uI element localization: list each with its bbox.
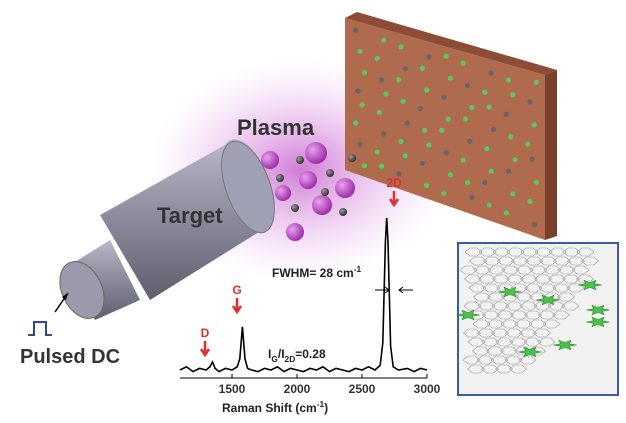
wall-dot [375, 149, 380, 154]
plasma-label: Plasma [237, 115, 315, 140]
wall-dot [405, 120, 410, 125]
wall-dot [441, 95, 446, 100]
text-part: /I [278, 347, 285, 361]
peak-label: 2D [386, 176, 402, 190]
wall-dot [362, 163, 367, 168]
text-part: -1 [354, 264, 362, 274]
text-part: Raman Shift (cm [222, 401, 317, 415]
wall-dot [465, 83, 470, 88]
wall-dot [448, 172, 453, 177]
wall-dot [532, 222, 537, 227]
wall-dot [529, 157, 534, 162]
target-label: Target [157, 203, 223, 228]
wall-dot [482, 180, 487, 185]
wall-dot [355, 88, 360, 93]
wall-dot [448, 76, 453, 81]
wall-dot [506, 77, 511, 82]
wall-dot [353, 120, 358, 125]
text-part: ) [324, 401, 328, 415]
text-part: FWHM= 28 cm [272, 266, 354, 280]
wall-dot [489, 71, 494, 76]
wall-dot [375, 56, 380, 61]
wall-dot [489, 169, 494, 174]
wall-dot [491, 127, 496, 132]
text-part: =0.28 [295, 347, 326, 361]
wall-dot [441, 191, 446, 196]
wall-dot [504, 112, 509, 117]
figure: Plasma Target Pulsed DC 1500 2000 2500 3000… [0, 0, 626, 423]
wall-dot [461, 61, 466, 66]
wall-dot [504, 210, 509, 215]
wall-dot [465, 180, 470, 185]
wall-dot [360, 102, 365, 107]
text-part: 2D [285, 354, 296, 364]
wall-dot [525, 142, 530, 147]
x-tick-label: 1500 [219, 382, 246, 396]
wall-dot [443, 150, 448, 155]
wall-dot [446, 117, 451, 122]
wall-dot [463, 116, 468, 121]
wall-dot [420, 66, 425, 71]
wall-dot [461, 157, 466, 162]
wall-dot [534, 180, 539, 185]
wall-dot [403, 153, 408, 158]
wall-dot [467, 139, 472, 144]
x-tick-label: 3000 [414, 382, 441, 396]
wall-dot [527, 99, 532, 104]
wall-dot [510, 191, 515, 196]
wall-dot [398, 44, 403, 49]
x-tick-label: 2000 [284, 382, 311, 396]
wall-dot [398, 139, 403, 144]
wall-dot [400, 99, 405, 104]
wall-dot [403, 66, 408, 71]
wall-dot [484, 146, 489, 151]
wall-dot [527, 199, 532, 204]
wall-dot [426, 142, 431, 147]
wall-dot [482, 90, 487, 95]
wall-dot [418, 106, 423, 111]
peak-label: G [232, 283, 241, 297]
wall-dot [510, 92, 515, 97]
fwhm-label: FWHM= 28 cm-1 [272, 264, 361, 280]
wall-dot [443, 54, 448, 59]
inset [456, 243, 618, 395]
wall-dot [420, 161, 425, 166]
x-axis-label: Raman Shift (cm-1) [222, 399, 328, 415]
wall-dot [381, 131, 386, 136]
source-label: Pulsed DC [20, 346, 120, 368]
wall-dot [379, 77, 384, 82]
wall-dot [508, 134, 513, 139]
wall-dot [357, 142, 362, 147]
wall-dot [469, 195, 474, 200]
wall-dot [532, 122, 537, 127]
peak-label: D [201, 326, 210, 340]
wall-dot [426, 54, 431, 59]
wall-dot [439, 128, 444, 133]
wall-dot [377, 110, 382, 115]
wall-dot [379, 164, 384, 169]
wall-dot [381, 37, 386, 42]
wall-dot [424, 183, 429, 188]
wall-dot [486, 202, 491, 207]
wall-dot [353, 28, 358, 33]
wall-dot [422, 128, 427, 133]
wall-dot [486, 104, 491, 109]
wall-dot [424, 87, 429, 92]
x-tick-label: 2500 [349, 382, 376, 396]
wall-dot [396, 77, 401, 82]
wall-dot [534, 80, 539, 85]
wall-dot [469, 105, 474, 110]
wall-dot [383, 91, 388, 96]
wall-dot [506, 168, 511, 173]
wall-dot [362, 70, 367, 75]
wall-dot [512, 157, 517, 162]
wall-dot [357, 49, 362, 54]
